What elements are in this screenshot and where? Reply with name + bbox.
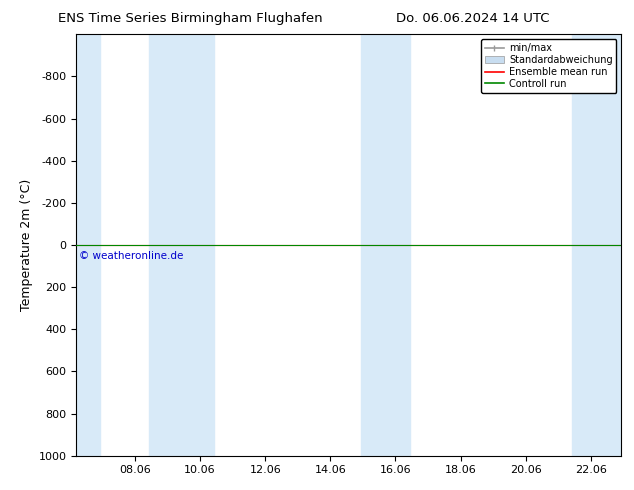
Bar bbox=[76, 34, 101, 456]
Text: Do. 06.06.2024 14 UTC: Do. 06.06.2024 14 UTC bbox=[396, 12, 549, 25]
Bar bbox=[573, 34, 621, 456]
Text: © weatheronline.de: © weatheronline.de bbox=[79, 251, 184, 261]
Legend: min/max, Standardabweichung, Ensemble mean run, Controll run: min/max, Standardabweichung, Ensemble me… bbox=[481, 39, 616, 93]
Text: ENS Time Series Birmingham Flughafen: ENS Time Series Birmingham Flughafen bbox=[58, 12, 323, 25]
Bar bbox=[361, 34, 410, 456]
Bar bbox=[150, 34, 214, 456]
Y-axis label: Temperature 2m (°C): Temperature 2m (°C) bbox=[20, 179, 33, 311]
